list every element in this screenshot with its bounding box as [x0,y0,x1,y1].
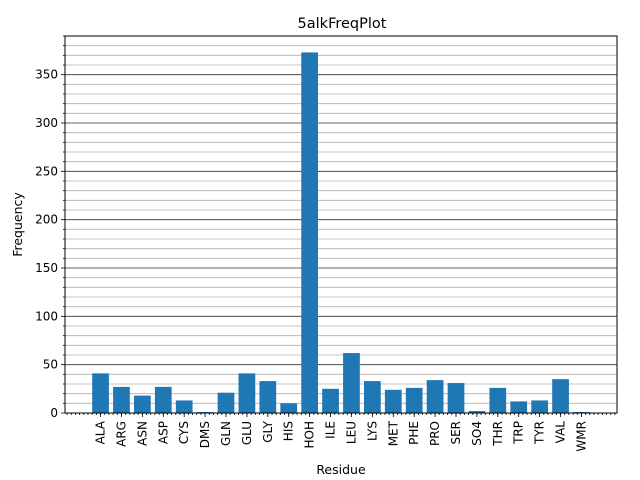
grid [65,35,617,414]
bar-met [384,389,402,413]
bar-gly [259,381,277,413]
bar-trp [510,401,528,413]
y-axis-label: Frequency [10,192,25,257]
x-tick-label: DMS [198,421,212,448]
bar-val [552,379,569,413]
x-tick-label: THR [491,421,505,447]
bar-glu [238,373,256,413]
x-tick-label: PHE [407,421,421,445]
y-tick-label: 200 [35,213,58,227]
plot-frame [64,35,618,414]
y-tick-label: 150 [35,261,58,275]
x-tick-label: GLU [240,421,254,445]
x-tick-label: GLY [261,420,275,442]
y-tick-label: 100 [35,309,58,323]
x-tick-label: HIS [282,421,296,441]
bar-asp [154,386,172,413]
bar-his [280,403,298,413]
bar-asn [134,395,151,413]
x-tick-label: TRP [512,421,526,445]
bar-hoh [301,52,318,413]
y-tick-label: 300 [35,116,58,130]
y-tick-label: 50 [43,358,58,372]
y-tick-label: 250 [35,164,58,178]
bar-gln [217,392,235,413]
x-tick-label: VAL [554,421,568,444]
bar-pro [426,380,444,413]
bar-thr [489,387,507,413]
x-tick-label: HOH [303,421,317,449]
bar-phe [405,387,423,413]
bar-tyr [531,400,548,413]
y-tick-label: 350 [35,68,58,82]
x-tick-label: SER [449,421,463,445]
x-tick-label: ASN [135,421,149,446]
bar-ile [322,388,339,413]
x-tick-label: CYS [177,421,191,444]
chart-title: 5alkFreqPlot [298,16,387,32]
x-tick-label: SO4 [470,421,484,446]
bar-ser [447,383,465,413]
y-tick-label: 0 [50,406,58,420]
bar-leu [343,353,360,413]
x-tick-label: GLN [219,421,233,446]
bar-lys [364,381,381,413]
x-tick-label: ILE [324,421,338,439]
x-tick-label: ASP [156,421,170,444]
x-tick-label: WMR [574,421,588,452]
bar-cys [175,400,193,413]
bar-so4 [468,411,486,413]
x-tick-label: ALA [94,420,108,444]
x-tick-label: TYR [533,421,547,445]
x-tick-label: PRO [428,421,442,446]
x-tick-label: ARG [114,421,128,447]
bar-ala [92,373,109,413]
x-tick-label: LYS [365,421,379,441]
y-axis: 0 50 100 150 200 250 300 350 [35,35,65,420]
x-tick-label: LEU [344,421,358,444]
x-tick-label: MET [386,420,400,446]
x-axis-label: Residue [316,462,366,477]
x-axis: ALA ARG ASN ASP CYS DMS GLN GLU GLY HIS HOH ILE LEU L… [66,413,616,452]
bar-arg [113,386,130,413]
bars [92,52,590,413]
